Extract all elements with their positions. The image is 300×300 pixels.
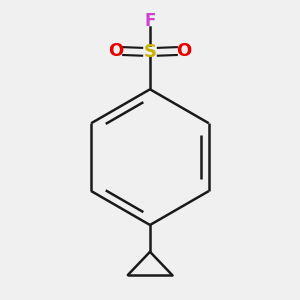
Text: O: O [176, 42, 192, 60]
Text: O: O [108, 42, 124, 60]
Text: F: F [144, 12, 156, 30]
Text: S: S [143, 43, 157, 61]
